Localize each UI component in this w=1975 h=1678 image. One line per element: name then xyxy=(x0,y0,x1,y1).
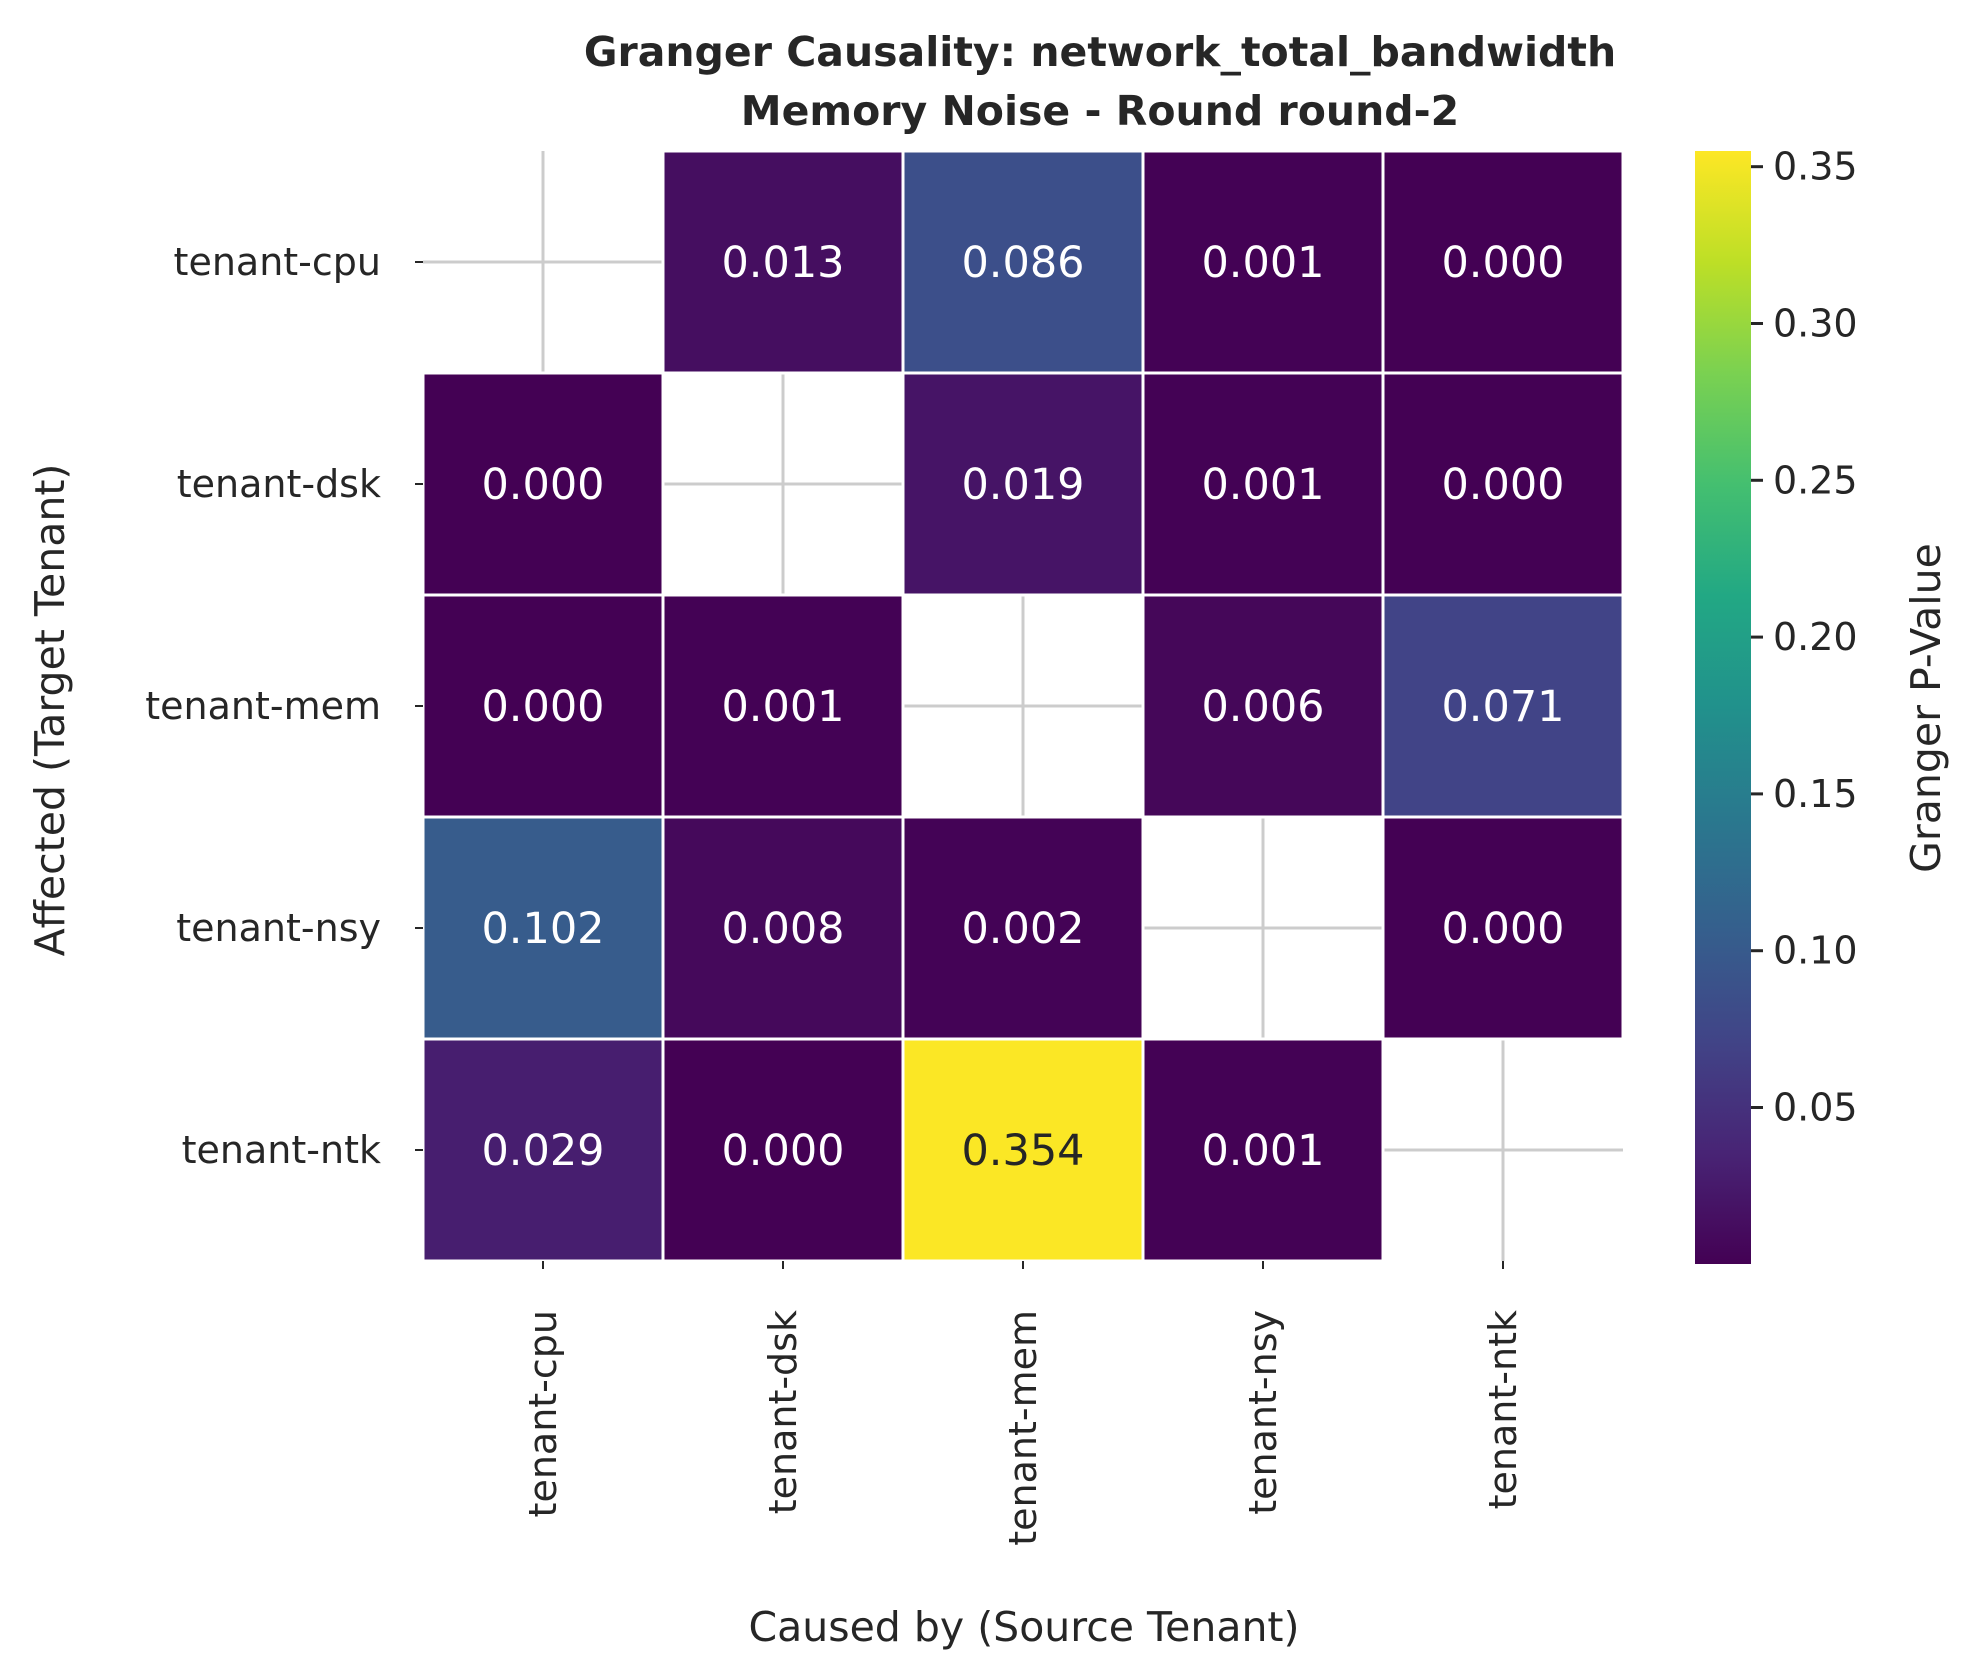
y-tick-label: tenant-dsk xyxy=(177,462,381,506)
colorbar-tick-label: 0.35 xyxy=(1773,145,1858,189)
heatmap-cell xyxy=(1381,371,1625,597)
heatmap-cell xyxy=(1381,815,1625,1041)
colorbar-tick-label: 0.15 xyxy=(1773,772,1858,816)
cell-value-label: 0.000 xyxy=(1441,238,1564,288)
x-tick-label: tenant-ntk xyxy=(1481,1310,1525,1509)
heatmap-cells xyxy=(421,149,1625,1263)
heatmap-cell xyxy=(661,815,905,1041)
cell-value-label: 0.029 xyxy=(481,1126,604,1176)
heatmap-cell xyxy=(1141,1037,1385,1263)
colorbar-tick-label: 0.25 xyxy=(1773,458,1858,502)
heatmap-cell xyxy=(421,815,665,1041)
x-tick-labels: tenant-cpu tenant-dsk tenant-mem tenant-nsy… xyxy=(521,1261,1525,1546)
cell-value-label: 0.001 xyxy=(1201,238,1324,288)
colorbar-label: Granger P-Value xyxy=(1902,543,1950,873)
colorbar xyxy=(1695,151,1751,1264)
x-axis-label: Caused by (Source Tenant) xyxy=(748,1603,1299,1651)
heatmap-cell xyxy=(1141,371,1385,597)
cell-value-label: 0.001 xyxy=(721,682,844,732)
heatmap-cell xyxy=(901,815,1145,1041)
heatmap-cell xyxy=(901,1037,1145,1263)
colorbar-ticks: 0.05 0.10 0.15 0.20 0.25 0.30 0.35 xyxy=(1751,145,1858,1130)
cell-value-label: 0.008 xyxy=(721,904,844,954)
cell-value-label: 0.001 xyxy=(1201,460,1324,510)
cell-value-label: 0.102 xyxy=(481,904,604,954)
heatmap-cell xyxy=(901,149,1145,375)
chart-title: Granger Causality: network_total_bandwid… xyxy=(584,28,1616,76)
x-tick-label: tenant-cpu xyxy=(521,1310,565,1517)
heatmap-cell xyxy=(661,1037,905,1263)
y-tick-label: tenant-mem xyxy=(145,684,381,728)
x-tick-label: tenant-nsy xyxy=(1241,1310,1285,1515)
heatmap-cell xyxy=(661,593,905,819)
cell-value-label: 0.071 xyxy=(1441,682,1564,732)
chart-subtitle: Memory Noise - Round round-2 xyxy=(741,87,1459,135)
y-tick-labels: tenant-cpu tenant-dsk tenant-mem tenant-nsy… xyxy=(145,240,423,1172)
heatmap-cell xyxy=(1381,149,1625,375)
cell-value-label: 0.000 xyxy=(1441,904,1564,954)
cell-value-label: 0.000 xyxy=(481,682,604,732)
cell-value-label: 0.019 xyxy=(961,460,1084,510)
colorbar-tick-label: 0.05 xyxy=(1773,1086,1858,1130)
cell-value-label: 0.086 xyxy=(961,238,1084,288)
y-tick-label: tenant-nsy xyxy=(176,906,381,950)
heatmap-cell xyxy=(1381,593,1625,819)
colorbar-tick-label: 0.30 xyxy=(1773,301,1858,345)
heatmap-cell xyxy=(901,371,1145,597)
cell-labels: 0.013 0.086 0.001 0.000 0.000 0.019 0.001 0.000… xyxy=(481,238,1564,1176)
cell-value-label: 0.013 xyxy=(721,238,844,288)
y-tick-label: tenant-cpu xyxy=(174,240,381,284)
cell-value-label: 0.000 xyxy=(721,1126,844,1176)
cell-value-label: 0.000 xyxy=(481,460,604,510)
cell-value-label: 0.354 xyxy=(961,1126,1084,1176)
cell-value-label: 0.001 xyxy=(1201,1126,1324,1176)
y-tick-label: tenant-ntk xyxy=(182,1128,381,1172)
cell-value-label: 0.006 xyxy=(1201,682,1324,732)
cell-value-label: 0.002 xyxy=(961,904,1084,954)
colorbar-tick-label: 0.10 xyxy=(1773,929,1858,973)
x-tick-label: tenant-mem xyxy=(1001,1310,1045,1546)
heatmap-cell xyxy=(1141,593,1385,819)
colorbar-tick-label: 0.20 xyxy=(1773,615,1858,659)
cell-value-label: 0.000 xyxy=(1441,460,1564,510)
heatmap-cell xyxy=(421,593,665,819)
x-tick-label: tenant-dsk xyxy=(761,1310,805,1514)
y-axis-label: Affected (Target Tenant) xyxy=(26,464,74,957)
